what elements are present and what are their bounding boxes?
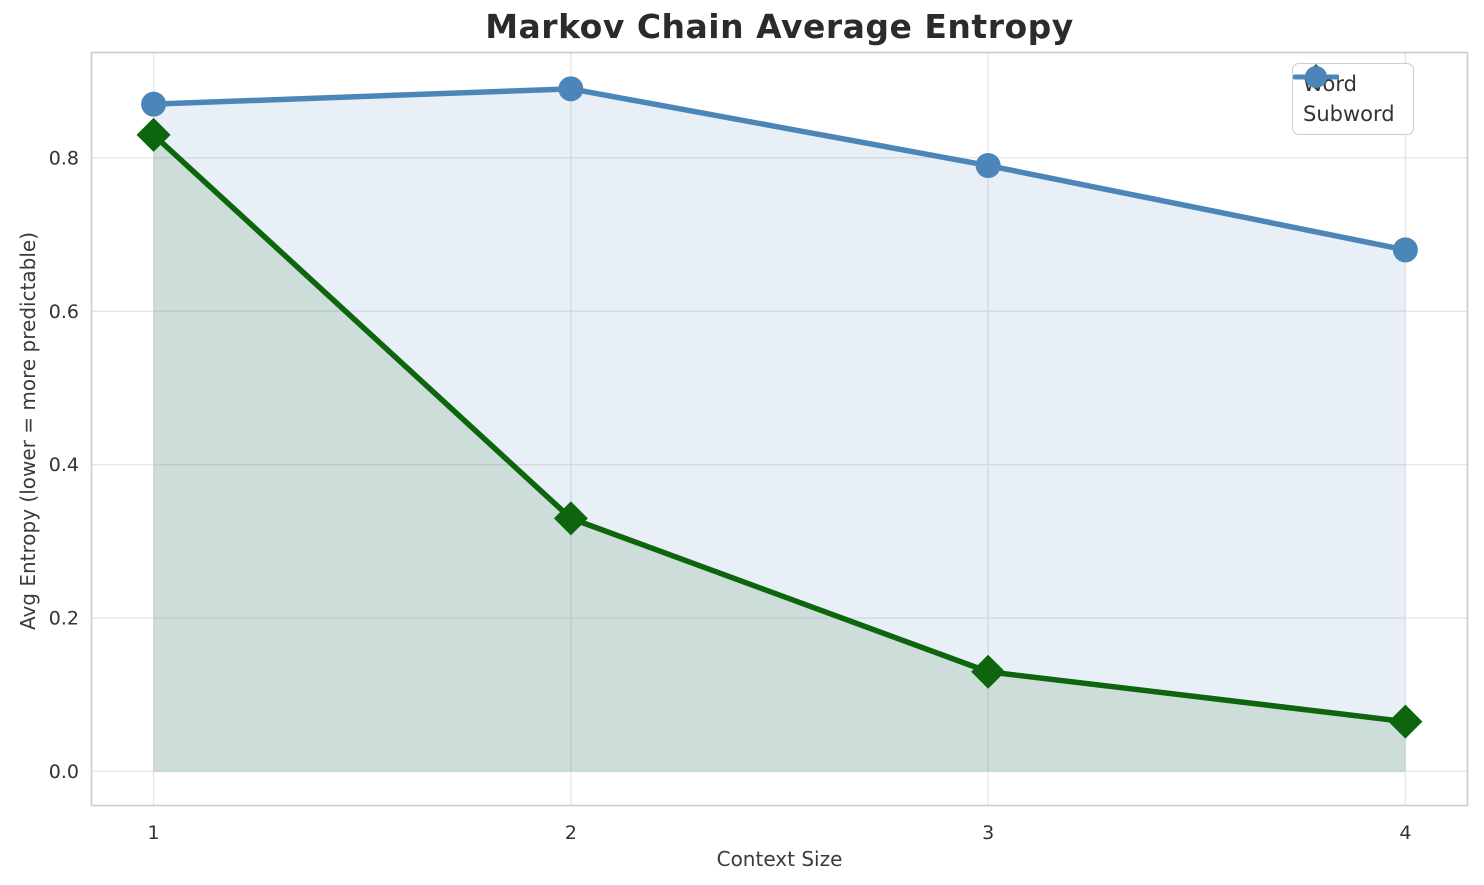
chart-title: Markov Chain Average Entropy [485,7,1074,46]
x-tick-label: 1 [148,822,160,844]
word-line [150,132,1409,725]
word-marker [136,117,171,152]
subword-marker [975,153,1001,179]
subword-area-fill [153,88,1406,772]
legend-label: Subword [1303,102,1395,126]
subword-line [150,86,1409,253]
legend: Word Subword [1292,63,1414,135]
subword-marker [1392,237,1418,263]
plot-border [90,51,1469,807]
word-marker [971,654,1006,689]
word-marker [1388,704,1423,739]
y-tick-label: 0.2 [49,608,79,630]
y-tick-label: 0.6 [49,301,79,323]
subword-marker [558,76,584,102]
y-axis-label: Avg Entropy (lower = more predictable) [16,231,40,631]
y-tick-label: 0.4 [49,454,79,476]
x-tick-label: 3 [982,822,994,844]
circle-legend-marker-icon [1293,66,1339,88]
x-axis-label: Context Size [716,847,843,871]
legend-item-subword: Subword [1293,66,1395,127]
x-tick-label: 2 [565,822,577,844]
y-tick-label: 0.0 [49,761,79,783]
word-marker [553,501,588,536]
x-tick-label: 4 [1399,822,1411,844]
word-area-fill [153,134,1406,772]
subword-marker [141,91,167,117]
y-tick-label: 0.8 [49,147,79,169]
